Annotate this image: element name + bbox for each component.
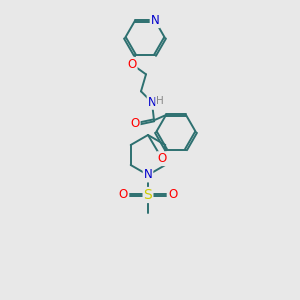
Text: H: H [156,96,164,106]
Text: O: O [128,58,136,71]
Text: O: O [158,152,166,165]
Text: S: S [144,188,152,202]
Text: O: O [118,188,127,202]
Text: N: N [151,14,159,27]
Text: O: O [168,188,178,202]
Text: O: O [130,117,140,130]
Text: N: N [148,96,156,109]
Text: N: N [144,169,152,182]
